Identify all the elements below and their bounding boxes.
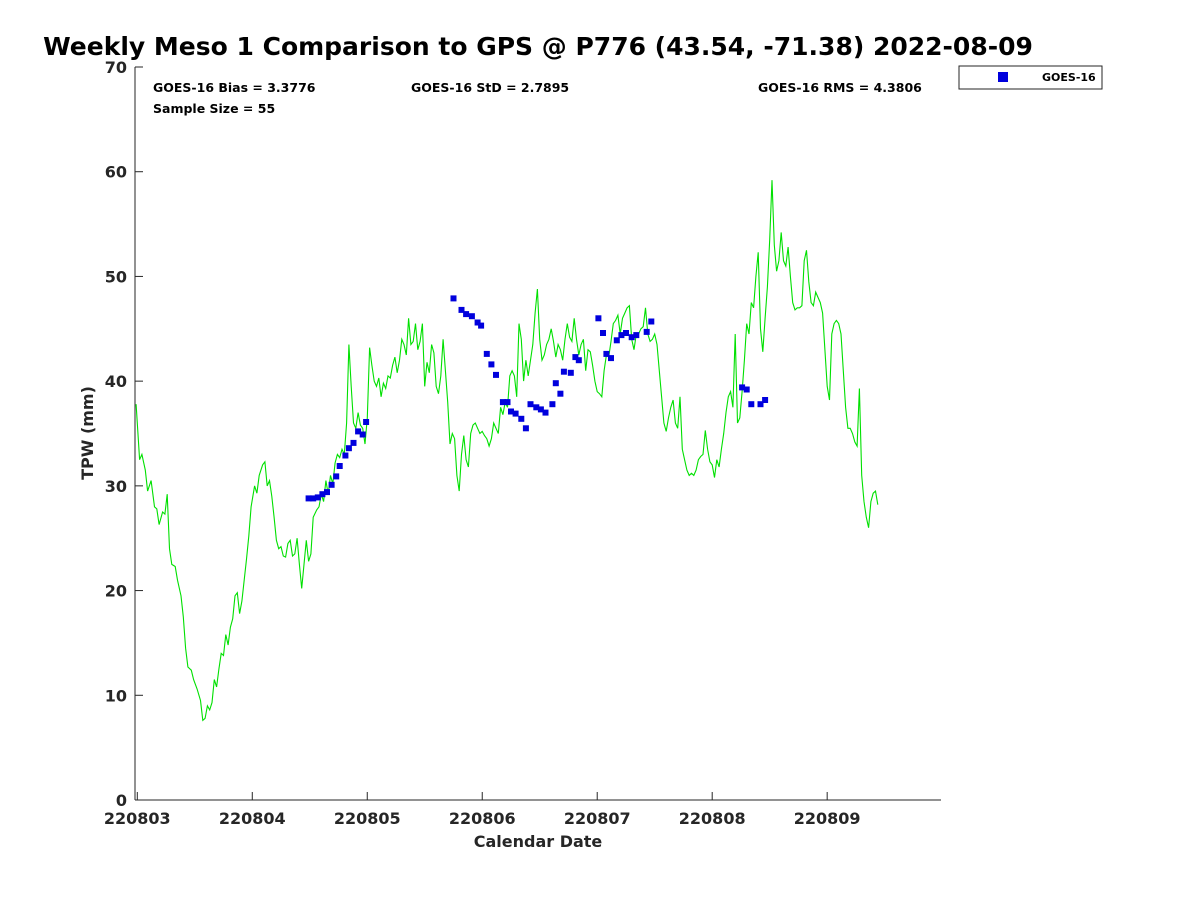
goes16-point — [608, 355, 614, 362]
goes16-point — [333, 473, 340, 480]
goes16-point — [474, 319, 481, 326]
goes16-point — [648, 318, 655, 325]
goes16-point — [483, 350, 490, 357]
x-tick-label: 220806 — [449, 809, 516, 828]
goes16-point — [512, 410, 519, 417]
stat-rms: GOES-16 RMS = 4.3806 — [758, 80, 922, 95]
goes16-point — [518, 415, 525, 422]
goes16-point — [567, 369, 574, 376]
goes16-point — [305, 495, 312, 502]
goes16-point — [342, 452, 349, 459]
goes16-point — [618, 332, 625, 339]
goes16-point — [345, 445, 352, 452]
x-tick-label: 220805 — [334, 809, 401, 828]
x-tick-label: 220808 — [679, 809, 746, 828]
stat-std: GOES-16 StD = 2.7895 — [411, 80, 569, 95]
goes16-point — [359, 431, 366, 438]
x-tick-label: 220807 — [564, 809, 631, 828]
goes16-point — [633, 332, 640, 339]
stat-bias: GOES-16 Bias = 3.3776 — [153, 80, 316, 95]
goes16-point — [355, 428, 362, 435]
goes16-point — [468, 313, 475, 320]
goes16-point — [762, 397, 769, 403]
goes16-point — [463, 311, 470, 318]
legend: GOES-16 — [958, 65, 1103, 90]
goes16-point — [363, 419, 370, 425]
goes16-point — [623, 330, 629, 336]
y-tick-label: 10 — [105, 686, 127, 705]
goes16-point — [560, 368, 567, 375]
legend-swatch-goes16 — [998, 72, 1008, 82]
goes16-point — [508, 408, 514, 415]
goes16-point — [613, 337, 620, 344]
goes16-point — [478, 322, 485, 329]
y-tick-label: 70 — [105, 58, 127, 77]
x-axis-label: Calendar Date — [474, 832, 603, 851]
y-tick-label: 60 — [105, 163, 127, 182]
y-tick-label: 30 — [105, 477, 127, 496]
x-tick-label: 220809 — [794, 809, 861, 828]
chart-title: Weekly Meso 1 Comparison to GPS @ P776 (… — [43, 32, 1033, 61]
goes16-point — [557, 390, 564, 397]
y-ticks: 0 10 20 30 40 50 60 70 — [105, 58, 143, 810]
goes16-point — [552, 380, 559, 387]
goes16-point — [319, 491, 326, 498]
stat-sample-size: Sample Size = 55 — [153, 101, 275, 116]
goes16-point — [603, 350, 610, 357]
y-tick-label: 20 — [105, 582, 127, 601]
goes16-point — [572, 354, 579, 361]
goes16-point — [350, 439, 357, 446]
goes16-point — [628, 334, 635, 341]
goes16-point — [314, 494, 321, 501]
legend-box — [958, 65, 1103, 90]
legend-label-goes16: GOES-16 — [1042, 71, 1096, 84]
y-tick-label: 40 — [105, 372, 127, 391]
goes16-point — [458, 306, 465, 313]
goes16-point — [488, 361, 495, 368]
gps-tpw-line — [135, 180, 879, 722]
goes16-point — [527, 401, 534, 408]
goes16-point — [600, 330, 606, 336]
goes16-point — [504, 399, 511, 406]
goes16-point — [450, 295, 457, 302]
goes16-point — [499, 399, 506, 406]
x-tick-label: 220803 — [104, 809, 171, 828]
goes16-point — [542, 409, 549, 416]
goes16-point — [595, 315, 602, 322]
goes16-point — [310, 495, 317, 502]
goes16-point — [493, 371, 499, 378]
goes16-point — [549, 401, 556, 408]
goes16-point — [328, 481, 335, 488]
goes16-point — [336, 463, 343, 469]
y-tick-label: 50 — [105, 267, 127, 286]
series-layer — [135, 180, 879, 722]
goes16-point — [533, 404, 540, 411]
x-tick-label: 220804 — [219, 809, 286, 828]
goes16-point — [748, 401, 755, 408]
goes16-point — [522, 425, 529, 432]
plot-area: 0 10 20 30 40 50 60 70 220803 220804 220805 220806… — [104, 58, 941, 828]
goes16-point — [757, 401, 764, 408]
y-axis-label: TPW (mm) — [78, 386, 97, 480]
goes16-point — [643, 328, 650, 335]
x-ticks: 220803 220804 220805 220806 220807 220808 2208… — [104, 792, 861, 828]
goes16-point — [743, 386, 750, 393]
goes16-point — [575, 357, 582, 364]
goes16-point — [537, 406, 544, 413]
goes16-point — [324, 489, 330, 496]
y-tick-label: 0 — [116, 791, 127, 810]
goes16-point — [739, 384, 746, 391]
